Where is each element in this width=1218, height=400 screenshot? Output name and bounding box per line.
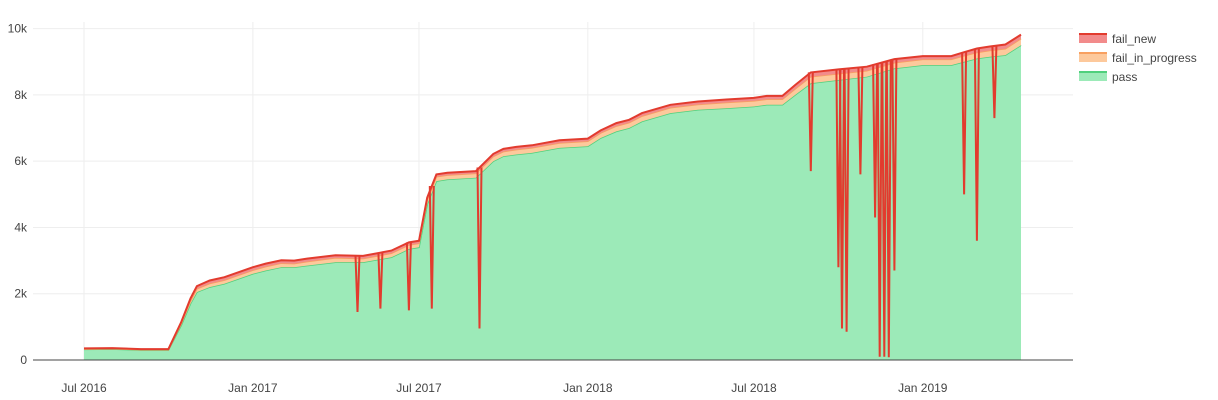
dip-spike [843, 68, 850, 332]
legend-swatch [1079, 53, 1107, 62]
dip-spike [377, 252, 384, 309]
line-fail-new [83, 33, 1022, 351]
x-tick-label: Jul 2016 [61, 381, 107, 395]
legend-label: fail_new [1112, 32, 1156, 46]
legend-swatch [1079, 34, 1107, 43]
dip-spike [839, 68, 845, 329]
y-tick-label: 0 [20, 353, 27, 367]
dip-spike [354, 255, 361, 313]
dip-spike [428, 185, 435, 309]
y-tick-label: 2k [14, 287, 28, 301]
y-tick-labels: 0 2k 4k 6k 8k 10k [8, 22, 28, 367]
dip-spike [872, 64, 879, 218]
dip-spike [991, 45, 998, 119]
x-tick-label: Jul 2017 [396, 381, 442, 395]
x-tick-label: Jan 2017 [228, 381, 278, 395]
y-tick-label: 4k [14, 220, 28, 234]
dip-spikes [354, 45, 998, 358]
legend-swatch [1079, 72, 1107, 81]
dip-spike [476, 167, 483, 329]
dip-spike [881, 61, 888, 357]
dip-spike [405, 242, 412, 311]
x-tick-label: Jul 2018 [731, 381, 777, 395]
legend-item-pass[interactable]: pass [1079, 70, 1137, 84]
y-tick-label: 6k [14, 154, 28, 168]
dip-spike [891, 59, 898, 271]
series-areas [83, 33, 1022, 360]
x-tick-label: Jan 2018 [563, 381, 613, 395]
dip-spike [885, 60, 892, 358]
dip-spike [973, 48, 980, 241]
legend-label: fail_in_progress [1112, 51, 1197, 65]
y-tick-label: 10k [8, 22, 28, 36]
y-tick-label: 8k [14, 88, 28, 102]
dip-spike [857, 67, 864, 175]
legend-item-fail-in-progress[interactable]: fail_in_progress [1079, 51, 1197, 65]
x-tick-labels: Jul 2016 Jan 2017 Jul 2017 Jan 2018 Jul 2018… [61, 381, 947, 395]
dip-spike [876, 63, 883, 357]
dip-spike [807, 72, 814, 172]
legend-label: pass [1112, 70, 1137, 84]
dip-spike [961, 52, 968, 195]
area-pass [84, 45, 1021, 360]
x-tick-label: Jan 2019 [898, 381, 948, 395]
legend-item-fail-new[interactable]: fail_new [1079, 32, 1156, 46]
